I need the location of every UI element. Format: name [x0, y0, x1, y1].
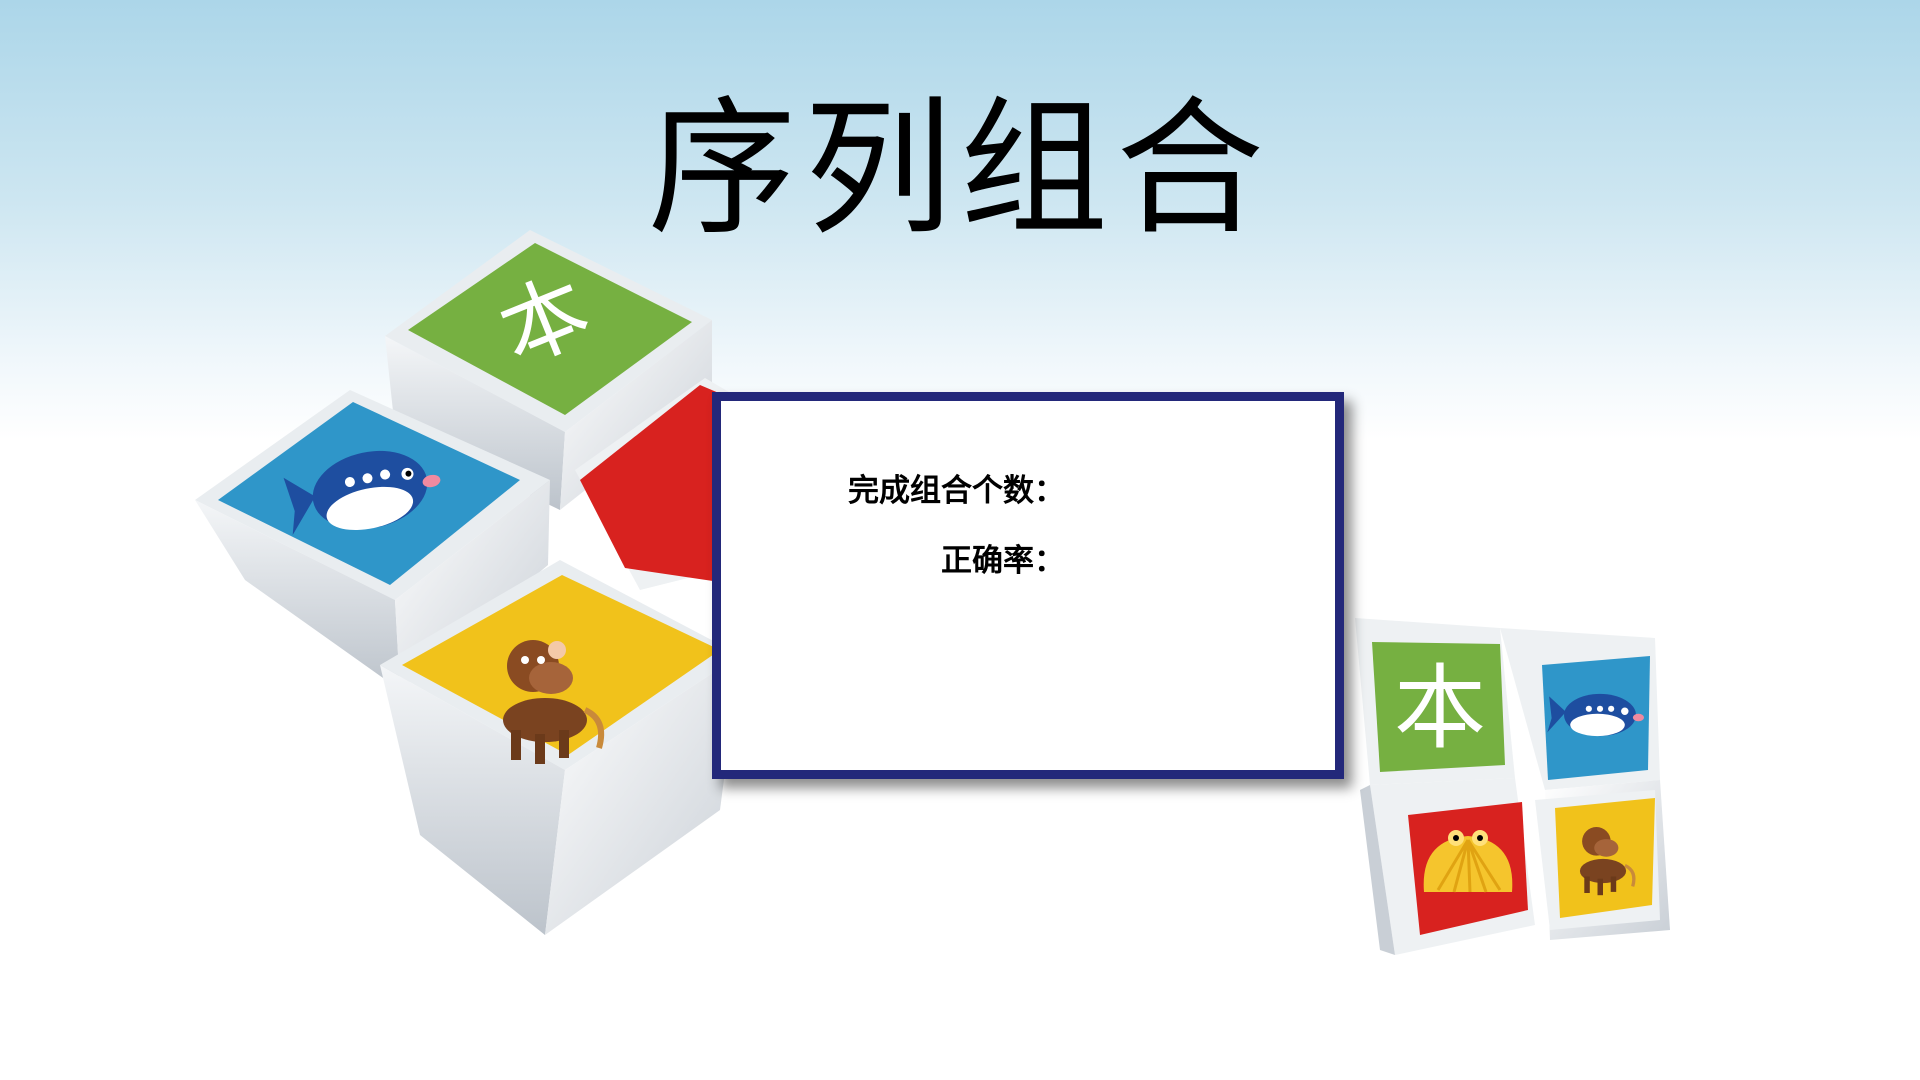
fish-icon: [1547, 693, 1645, 737]
accuracy-rate-label: 正确率：: [941, 543, 1065, 579]
horse-icon: [503, 640, 605, 764]
green-tile: [408, 243, 692, 415]
shell-icon: [1423, 830, 1513, 893]
tile-character-small: 本: [1394, 655, 1486, 762]
yellow-tile-small: [1555, 798, 1655, 918]
left-cube-cluster: 本: [195, 230, 760, 935]
fish-icon: [283, 450, 441, 536]
green-tile-small: [1372, 642, 1505, 772]
completed-count-label: 完成组合个数：: [848, 473, 1065, 509]
horse-icon: [1579, 827, 1636, 896]
right-cube-cluster: 本: [1355, 618, 1670, 955]
result-panel: 完成组合个数： 正确率：: [712, 392, 1344, 779]
red-tile: [580, 385, 740, 585]
page-title: 序列组合: [648, 83, 1272, 255]
